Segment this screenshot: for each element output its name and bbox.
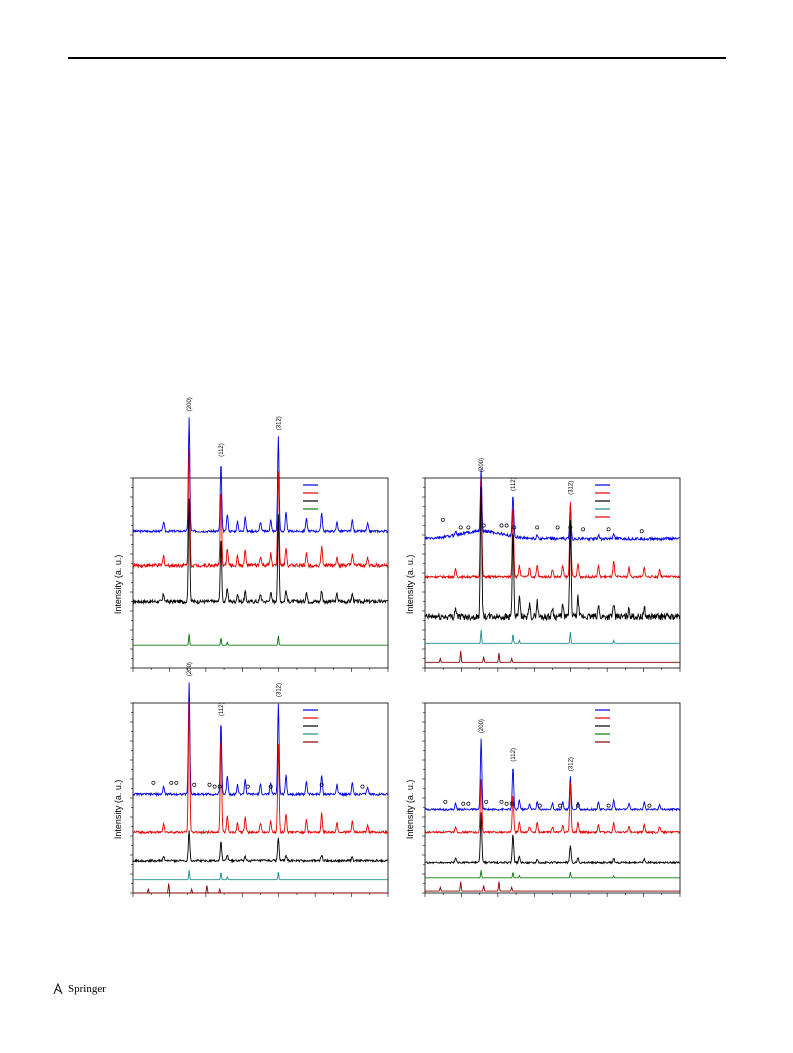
- peak-label: (200): [187, 662, 193, 676]
- impurity-marker: [268, 784, 273, 789]
- publisher-name: Springer: [68, 983, 106, 995]
- impurity-marker: [458, 525, 463, 530]
- impurity-marker: [319, 782, 324, 787]
- springer-logo-icon: [52, 983, 64, 995]
- series-line-teal: [133, 870, 388, 881]
- series-line-maroon: [133, 883, 388, 894]
- xrd-chart-svg: Intensity (a. u.) (200) (112) (312): [113, 397, 389, 672]
- peak-label: (112): [511, 748, 517, 762]
- series-line-green: [425, 870, 680, 879]
- impurity-marker: [443, 799, 448, 804]
- impurity-marker: [576, 803, 580, 808]
- xrd-panel-bottom-right: Intensity (a. u.) (200) (112) (312): [400, 693, 690, 903]
- peak-label: (200): [479, 458, 485, 472]
- impurity-marker: [581, 527, 586, 532]
- impurity-marker: [639, 529, 644, 534]
- series-line-teal: [425, 629, 680, 644]
- impurity-marker: [466, 801, 471, 806]
- impurity-marker: [512, 525, 517, 530]
- series-line-black: [132, 498, 389, 606]
- impurity-marker: [151, 780, 156, 785]
- y-axis-label: Intensity (a. u.): [405, 780, 415, 840]
- impurity-marker: [245, 784, 250, 789]
- impurity-marker: [169, 780, 174, 785]
- impurity-marker: [568, 525, 573, 530]
- impurity-marker: [360, 784, 365, 789]
- impurity-marker: [466, 525, 471, 530]
- xrd-chart-svg: Intensity (a. u.) (200) (112) (312): [113, 662, 389, 897]
- xrd-panel-bottom-left: Intensity (a. u.) (200) (112) (312): [108, 662, 398, 903]
- plot-frame: [424, 477, 681, 669]
- y-axis-label: Intensity (a. u.): [113, 555, 123, 615]
- impurity-marker: [535, 525, 540, 530]
- peak-label: (312): [276, 416, 282, 430]
- impurity-marker: [537, 803, 542, 808]
- plot-frame: [424, 702, 681, 894]
- peak-label: (312): [568, 481, 574, 495]
- impurity-marker: [647, 803, 652, 808]
- impurity-marker: [504, 523, 509, 528]
- impurity-marker: [606, 803, 611, 808]
- series-line-black: [424, 812, 681, 866]
- impurity-marker: [217, 784, 222, 789]
- xrd-chart-svg: Intensity (a. u.) (200) (112) (312): [405, 458, 681, 672]
- xrd-chart-svg: Intensity (a. u.) (200) (112) (312): [405, 702, 681, 897]
- series-line-maroon: [425, 881, 680, 892]
- plot-frame: [132, 702, 389, 894]
- impurity-marker: [212, 784, 217, 789]
- series-line-maroon: [425, 650, 680, 663]
- impurity-marker: [192, 782, 197, 787]
- plot-frame: [132, 477, 389, 669]
- impurity-marker: [499, 799, 504, 804]
- series-line-blue: [132, 682, 389, 798]
- impurity-marker: [207, 782, 212, 787]
- peak-label: (112): [219, 702, 225, 716]
- peak-label: (312): [568, 757, 574, 771]
- series-line-red: [132, 702, 389, 836]
- impurity-marker: [558, 803, 563, 808]
- header-rule: [68, 57, 726, 59]
- series-line-red: [132, 449, 389, 569]
- y-axis-label: Intensity (a. u.): [405, 555, 415, 615]
- series-line-red: [424, 478, 681, 580]
- impurity-marker: [555, 525, 560, 530]
- peak-label: (112): [219, 443, 225, 457]
- series-line-blue: [424, 469, 681, 542]
- series-line-red: [424, 779, 681, 835]
- peak-label: (200): [187, 397, 193, 411]
- peak-label: (112): [511, 477, 517, 491]
- series-line-black: [424, 487, 681, 622]
- impurity-marker: [481, 523, 486, 528]
- series-line-black: [132, 830, 389, 864]
- y-axis-label: Intensity (a. u.): [113, 780, 123, 840]
- page-footer: Springer: [52, 983, 106, 995]
- series-line-green: [133, 633, 388, 646]
- xrd-panel-top-right: Intensity (a. u.) (200) (112) (312): [400, 458, 690, 678]
- series-line-blue: [424, 738, 681, 812]
- impurity-marker: [504, 801, 509, 806]
- xrd-panel-top-left: Intensity (a. u.) (200) (112) (312): [108, 397, 398, 678]
- peak-label: (200): [479, 719, 485, 733]
- series-line-blue: [132, 417, 389, 534]
- impurity-marker: [509, 801, 514, 806]
- impurity-marker: [484, 799, 489, 804]
- impurity-marker: [440, 517, 445, 522]
- impurity-marker: [606, 527, 611, 532]
- peak-label: (312): [276, 683, 282, 697]
- impurity-marker: [174, 780, 179, 785]
- impurity-marker: [499, 523, 504, 528]
- impurity-marker: [461, 801, 466, 806]
